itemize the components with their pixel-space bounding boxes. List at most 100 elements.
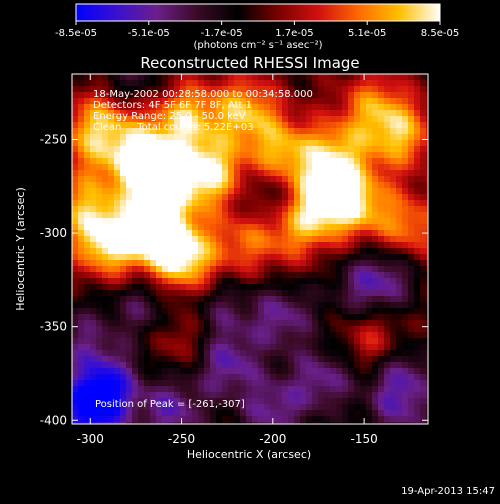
heatmap-cell bbox=[390, 128, 397, 135]
heatmap-cell bbox=[288, 188, 295, 195]
heatmap-cell bbox=[192, 212, 199, 219]
heatmap-cell bbox=[300, 296, 307, 303]
heatmap-cell bbox=[186, 140, 193, 147]
heatmap-cell bbox=[264, 92, 271, 99]
heatmap-cell bbox=[252, 398, 259, 405]
heatmap-cell bbox=[318, 398, 325, 405]
heatmap-cell bbox=[162, 218, 169, 225]
heatmap-cell bbox=[84, 308, 91, 315]
heatmap-cell bbox=[294, 296, 301, 303]
heatmap-cell bbox=[210, 386, 217, 393]
heatmap-cell bbox=[150, 278, 157, 285]
heatmap-cell bbox=[216, 170, 223, 177]
heatmap-cell bbox=[420, 194, 427, 201]
heatmap-cell bbox=[198, 386, 205, 393]
heatmap-cell bbox=[204, 140, 211, 147]
heatmap-cell bbox=[396, 350, 403, 357]
heatmap-cell bbox=[222, 314, 229, 321]
heatmap-cell bbox=[198, 380, 205, 387]
heatmap-cell bbox=[360, 74, 367, 81]
heatmap-cell bbox=[204, 422, 211, 424]
heatmap-cell bbox=[288, 236, 295, 243]
heatmap-cell bbox=[288, 296, 295, 303]
heatmap-cell bbox=[72, 290, 79, 297]
heatmap-cell bbox=[234, 290, 241, 297]
heatmap-cell bbox=[342, 242, 349, 249]
heatmap-cell bbox=[366, 410, 373, 417]
heatmap-cell bbox=[348, 146, 355, 153]
heatmap-cell bbox=[108, 92, 115, 99]
heatmap-cell bbox=[198, 374, 205, 381]
heatmap-cell bbox=[282, 86, 289, 93]
heatmap-cell bbox=[246, 80, 253, 87]
heatmap-cell bbox=[156, 164, 163, 171]
heatmap-cell bbox=[132, 326, 139, 333]
heatmap-cell bbox=[330, 296, 337, 303]
heatmap-cell bbox=[210, 410, 217, 417]
heatmap-cell bbox=[78, 110, 85, 117]
heatmap-cell bbox=[390, 200, 397, 207]
heatmap-cell bbox=[162, 356, 169, 363]
heatmap-cell bbox=[90, 86, 97, 93]
heatmap-cell bbox=[282, 182, 289, 189]
heatmap-cell bbox=[300, 146, 307, 153]
heatmap-cell bbox=[96, 152, 103, 159]
heatmap-cell bbox=[84, 212, 91, 219]
heatmap-cell bbox=[258, 266, 265, 273]
heatmap-cell bbox=[138, 212, 145, 219]
heatmap-cell bbox=[198, 98, 205, 105]
heatmap-cell bbox=[192, 254, 199, 261]
heatmap-cell bbox=[402, 74, 409, 81]
heatmap-cell bbox=[168, 164, 175, 171]
heatmap-cell bbox=[198, 128, 205, 135]
heatmap-cell bbox=[174, 290, 181, 297]
heatmap-cell bbox=[414, 356, 421, 363]
heatmap-cell bbox=[216, 302, 223, 309]
heatmap-cell bbox=[174, 338, 181, 345]
heatmap-cell bbox=[114, 398, 121, 405]
heatmap-cell bbox=[204, 116, 211, 123]
heatmap-cell bbox=[336, 350, 343, 357]
heatmap-cell bbox=[306, 254, 313, 261]
heatmap-cell bbox=[414, 116, 421, 123]
heatmap-cell bbox=[426, 392, 428, 399]
heatmap-cell bbox=[102, 416, 109, 423]
heatmap-cell bbox=[312, 356, 319, 363]
heatmap-cell bbox=[156, 314, 163, 321]
heatmap-cell bbox=[324, 362, 331, 369]
heatmap-cell bbox=[168, 380, 175, 387]
heatmap-cell bbox=[114, 356, 121, 363]
heatmap-cell bbox=[228, 314, 235, 321]
heatmap-cell bbox=[306, 200, 313, 207]
heatmap-cell bbox=[414, 104, 421, 111]
heatmap-cell bbox=[318, 374, 325, 381]
heatmap-cell bbox=[294, 260, 301, 267]
heatmap-cell bbox=[108, 380, 115, 387]
heatmap-cell bbox=[378, 110, 385, 117]
heatmap-cell bbox=[270, 110, 277, 117]
heatmap-cell bbox=[348, 356, 355, 363]
heatmap-cell bbox=[102, 302, 109, 309]
heatmap-cell bbox=[96, 302, 103, 309]
heatmap-cell bbox=[192, 140, 199, 147]
heatmap-cell bbox=[162, 128, 169, 135]
heatmap-cell bbox=[276, 284, 283, 291]
heatmap-cell bbox=[342, 398, 349, 405]
heatmap-cell bbox=[354, 326, 361, 333]
heatmap-cell bbox=[402, 350, 409, 357]
heatmap-cell bbox=[120, 164, 127, 171]
heatmap-cell bbox=[198, 212, 205, 219]
heatmap-cell bbox=[150, 86, 157, 93]
heatmap-cell bbox=[192, 194, 199, 201]
heatmap-cell bbox=[168, 110, 175, 117]
heatmap-cell bbox=[78, 416, 85, 423]
heatmap-cell bbox=[174, 80, 181, 87]
heatmap-cell bbox=[294, 80, 301, 87]
heatmap-cell bbox=[90, 218, 97, 225]
heatmap-cell bbox=[360, 164, 367, 171]
heatmap-cell bbox=[126, 98, 133, 105]
heatmap-cell bbox=[102, 206, 109, 213]
heatmap-cell bbox=[354, 212, 361, 219]
heatmap-cell bbox=[330, 404, 337, 411]
heatmap-cell bbox=[78, 260, 85, 267]
